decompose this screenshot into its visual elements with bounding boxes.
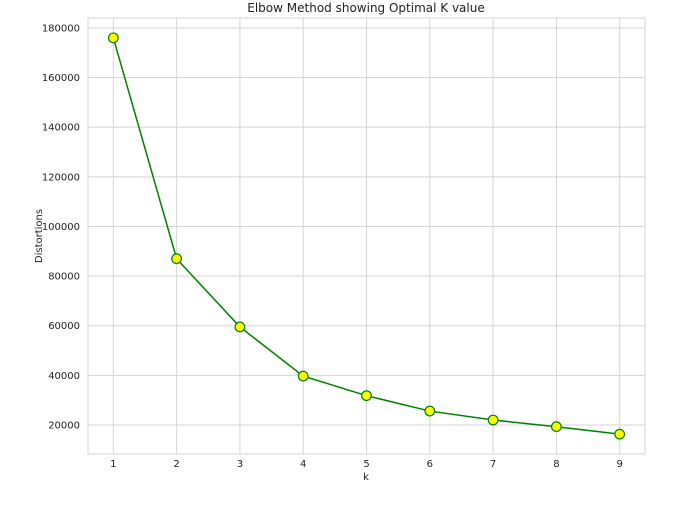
y-tick-label-2: 40000	[48, 371, 80, 382]
data-point-k1	[107, 32, 119, 44]
chart-title: Elbow Method showing Optimal K value	[247, 1, 484, 15]
data-point-k4	[297, 370, 309, 382]
data-point-k6	[424, 405, 436, 417]
x-tick-label-4: 4	[300, 459, 306, 470]
y-tick-label-6: 120000	[42, 172, 80, 183]
y-tick-label-3: 60000	[48, 321, 80, 332]
x-tick-label-3: 3	[237, 459, 243, 470]
grid	[88, 18, 645, 454]
x-tick-label-5: 5	[363, 459, 369, 470]
y-axis-label: Distortions	[34, 209, 45, 263]
data-point-k8	[550, 421, 562, 433]
x-tick-label-6: 6	[427, 459, 433, 470]
y-tick-label-5: 100000	[42, 222, 80, 233]
x-tick-label-9: 9	[616, 459, 622, 470]
y-tick-label-4: 80000	[48, 272, 80, 283]
y-tick-labels: 20000 40000 60000 80000 100000 120000 140000 16…	[42, 23, 80, 431]
x-axis-label: k	[363, 472, 369, 483]
y-tick-label-9: 180000	[42, 23, 80, 34]
y-tick-label-1: 20000	[48, 420, 80, 431]
y-tick-label-8: 160000	[42, 73, 80, 84]
data-point-k9	[614, 428, 626, 440]
data-point-k7	[487, 414, 499, 426]
data-point-k3	[234, 321, 246, 333]
x-tick-label-7: 7	[490, 459, 496, 470]
y-tick-label-7: 140000	[42, 123, 80, 134]
data-point-k2	[171, 253, 183, 265]
x-tick-label-1: 1	[110, 459, 116, 470]
x-tick-labels: 1 2 3 4 5 6 7 8 9	[110, 459, 623, 470]
data-markers	[107, 32, 626, 440]
data-point-k5	[361, 390, 372, 402]
x-tick-label-2: 2	[173, 459, 179, 470]
x-tick-label-8: 8	[553, 459, 559, 470]
plot-frame	[87, 17, 646, 455]
